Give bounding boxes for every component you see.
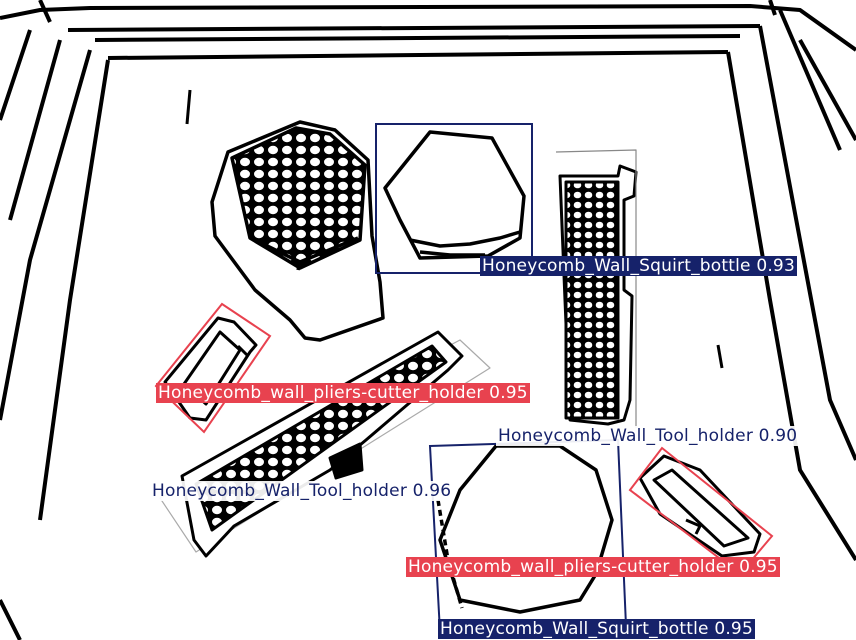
- bbox-squirt-bottle-upper: [375, 123, 533, 274]
- small-pliers-holder-right-object: [638, 454, 762, 558]
- label-pliers-holder-left: Honeycomb_wall_pliers-cutter_holder 0.95: [156, 383, 530, 403]
- large-hex-bottle-object: [436, 444, 614, 614]
- hex-cup-object: [210, 120, 385, 342]
- bbox-pliers-holder-left: [154, 302, 272, 434]
- bbox-pliers-holder-right: [628, 446, 774, 576]
- label-score: 0.93: [756, 256, 795, 276]
- label-tool-holder-left: Honeycomb_Wall_Tool_holder 0.96: [150, 481, 454, 501]
- label-text: Honeycomb_Wall_Squirt_bottle: [440, 619, 709, 639]
- label-squirt-bottle-lower: Honeycomb_Wall_Squirt_bottle 0.95: [438, 619, 755, 639]
- tall-tool-holder-object: [555, 149, 638, 428]
- label-text: Honeycomb_Wall_Squirt_bottle: [482, 256, 751, 276]
- label-score: 0.95: [739, 557, 778, 577]
- hex-lid-object: [383, 130, 526, 260]
- label-text: Honeycomb_wall_pliers-cutter_holder: [158, 383, 484, 403]
- label-score: 0.96: [412, 481, 452, 501]
- label-tool-holder-right: Honeycomb_Wall_Tool_holder 0.90: [496, 426, 800, 446]
- small-pliers-holder-left-object: [163, 316, 258, 422]
- label-score: 0.95: [714, 619, 753, 639]
- label-text: Honeycomb_Wall_Tool_holder: [152, 481, 408, 501]
- label-score: 0.95: [489, 383, 528, 403]
- label-text: Honeycomb_Wall_Tool_holder: [498, 426, 754, 446]
- label-text: Honeycomb_wall_pliers-cutter_holder: [408, 557, 734, 577]
- label-squirt-bottle-upper: Honeycomb_Wall_Squirt_bottle 0.93: [480, 256, 797, 276]
- label-pliers-holder-right: Honeycomb_wall_pliers-cutter_holder 0.95: [406, 557, 780, 577]
- label-score: 0.90: [758, 426, 798, 446]
